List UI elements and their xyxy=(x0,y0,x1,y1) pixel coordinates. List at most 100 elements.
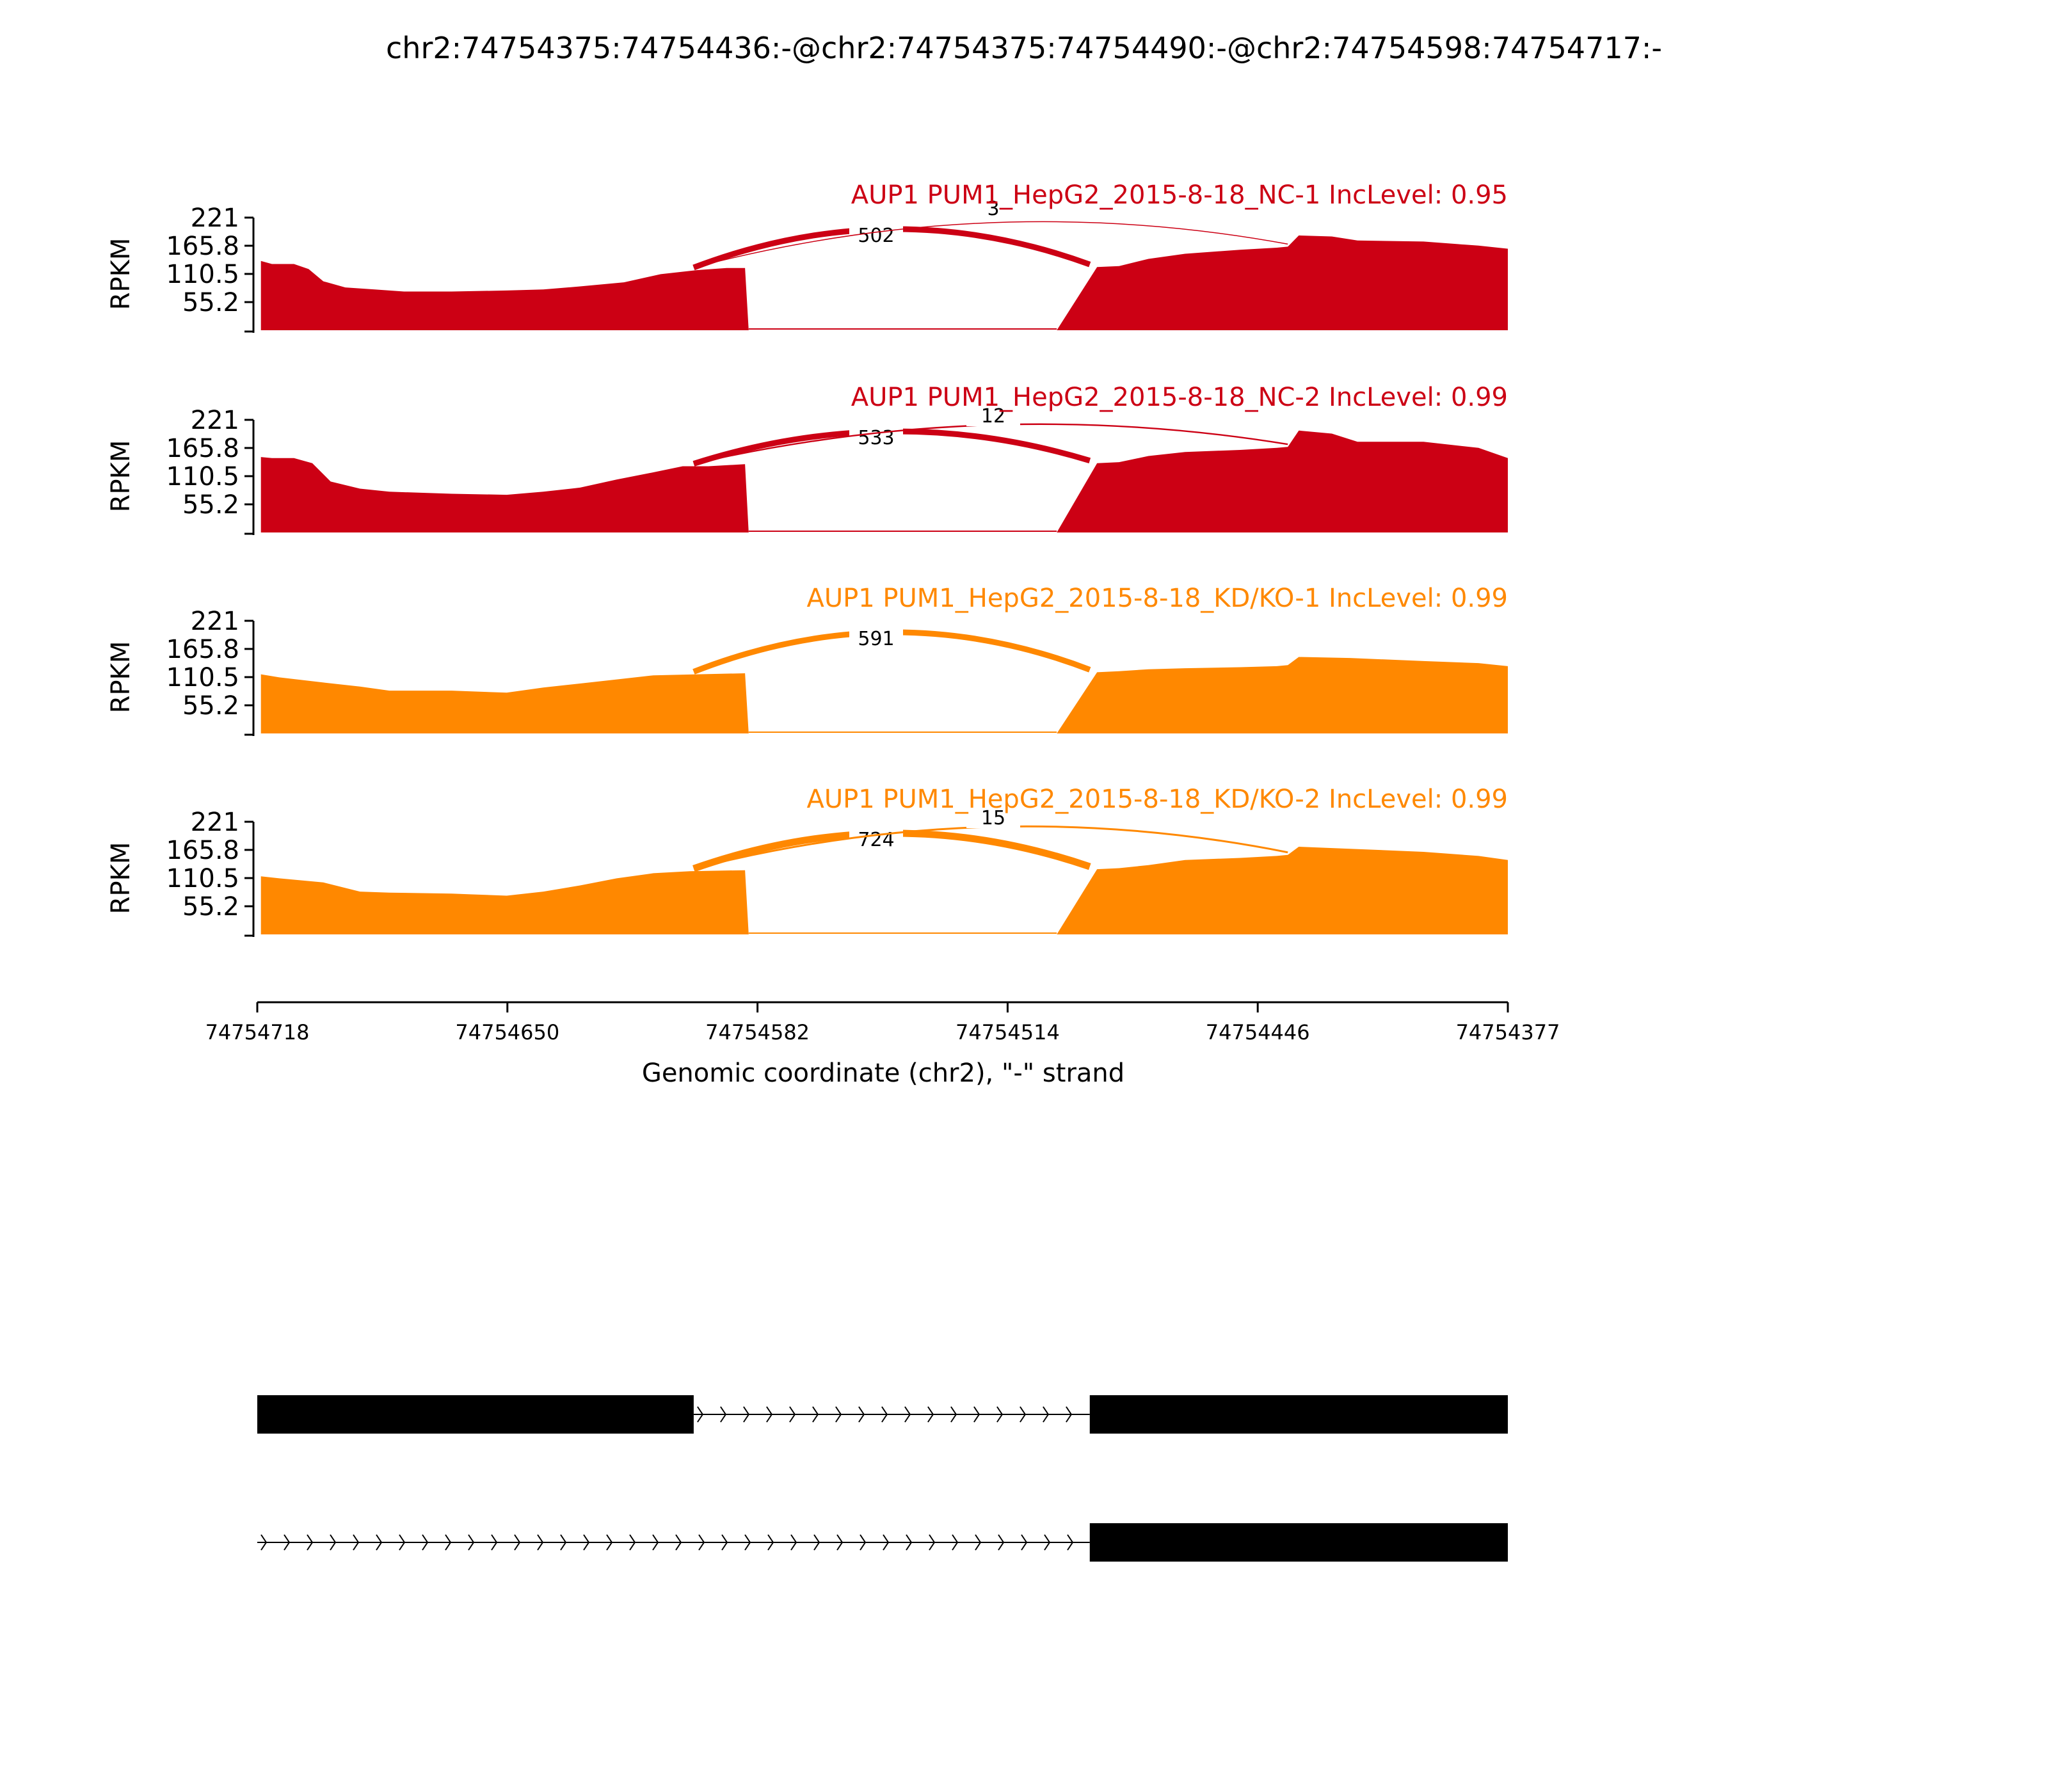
strand-arrow-icon xyxy=(813,1534,820,1551)
strand-arrow-icon xyxy=(698,1534,705,1551)
junction-label: 533 xyxy=(858,427,894,449)
y-tick-label: 221 xyxy=(191,607,239,636)
x-axis-label: Genomic coordinate (chr2), "-" strand xyxy=(642,1059,1124,1088)
junction-label-bg xyxy=(966,805,1020,828)
strand-arrow-icon xyxy=(1067,1534,1074,1551)
strand-arrow-icon xyxy=(790,1534,797,1551)
strand-arrow-icon xyxy=(996,1406,1004,1423)
strand-arrow-icon xyxy=(583,1534,590,1551)
panel-title: AUP1 PUM1_HepG2_2015-8-18_NC-1 IncLevel:… xyxy=(851,180,1508,210)
junction-label-bg xyxy=(849,425,903,448)
junction-arc xyxy=(693,221,1288,268)
y-tick-label: 55.2 xyxy=(182,490,239,520)
panel-title: AUP1 PUM1_HepG2_2015-8-18_KD/KO-1 IncLev… xyxy=(806,584,1508,613)
strand-arrow-icon xyxy=(883,1534,890,1551)
strand-arrow-icon xyxy=(307,1534,314,1551)
coverage-area xyxy=(260,657,1508,733)
strand-arrow-icon xyxy=(468,1534,475,1551)
junction-label-bg xyxy=(849,626,903,649)
y-tick-label: 165.8 xyxy=(166,836,239,865)
strand-arrow-icon xyxy=(721,1534,728,1551)
junction-label-bg xyxy=(966,196,1020,219)
coverage-area xyxy=(260,430,1508,532)
exon-block xyxy=(257,1395,694,1434)
strand-arrow-icon xyxy=(835,1406,842,1423)
strand-arrow-icon xyxy=(1043,1406,1050,1423)
strand-arrow-icon xyxy=(399,1534,406,1551)
y-tick-label: 110.5 xyxy=(166,260,239,289)
strand-arrow-icon xyxy=(1044,1534,1051,1551)
x-tick-label: 74754582 xyxy=(705,1020,810,1044)
strand-arrow-icon xyxy=(422,1534,429,1551)
junction-label: 3 xyxy=(987,198,999,220)
panel-3: 591 AUP1 PUM1_HepG2_2015-8-18_KD/KO-1 Inc… xyxy=(106,584,1508,736)
y-tick-label: 221 xyxy=(191,808,239,837)
strand-arrow-icon xyxy=(860,1534,867,1551)
strand-arrow-icon xyxy=(537,1534,544,1551)
strand-arrow-icon xyxy=(560,1534,567,1551)
strand-arrow-icon xyxy=(675,1534,682,1551)
strand-arrow-icon xyxy=(353,1534,360,1551)
x-tick-label: 74754650 xyxy=(455,1020,559,1044)
strand-arrow-icon xyxy=(812,1406,819,1423)
junction-label-bg xyxy=(966,403,1020,426)
strand-arrow-icon xyxy=(743,1406,750,1423)
strand-arrow-icon xyxy=(950,1406,957,1423)
coverage-area xyxy=(260,235,1508,330)
strand-arrow-icon xyxy=(445,1534,452,1551)
junction-label: 724 xyxy=(858,829,894,851)
strand-arrow-icon xyxy=(929,1534,936,1551)
strand-arrow-icon xyxy=(952,1534,959,1551)
strand-arrow-icon xyxy=(766,1406,773,1423)
strand-arrow-icon xyxy=(927,1406,934,1423)
y-tick-label: 55.2 xyxy=(182,691,239,721)
strand-arrow-icon xyxy=(1021,1534,1028,1551)
strand-arrow-icon xyxy=(652,1534,659,1551)
y-tick-label: 221 xyxy=(191,204,239,233)
strand-arrow-icon xyxy=(998,1534,1005,1551)
x-tick-label: 74754446 xyxy=(1206,1020,1310,1044)
y-axis-label: RPKM xyxy=(106,238,136,310)
strand-arrow-icon xyxy=(376,1534,383,1551)
strand-arrow-icon xyxy=(629,1534,636,1551)
y-tick-label: 221 xyxy=(191,406,239,435)
exon-block xyxy=(1089,1523,1508,1562)
strand-arrow-icon xyxy=(975,1534,982,1551)
y-tick-label: 55.2 xyxy=(182,288,239,317)
figure-title: chr2:74754375:74754436:-@chr2:74754375:7… xyxy=(386,31,1662,65)
strand-arrow-icon xyxy=(697,1406,704,1423)
y-axis-label: RPKM xyxy=(106,641,136,714)
strand-arrow-icon xyxy=(491,1534,498,1551)
y-axis-label: RPKM xyxy=(106,842,136,915)
y-tick-label: 165.8 xyxy=(166,434,239,463)
y-axis-label: RPKM xyxy=(106,440,136,513)
strand-arrow-icon xyxy=(881,1406,888,1423)
x-tick-label: 74754377 xyxy=(1456,1020,1560,1044)
gene-model-1 xyxy=(257,1395,1508,1434)
strand-arrow-icon xyxy=(904,1406,911,1423)
panel-title: AUP1 PUM1_HepG2_2015-8-18_NC-2 IncLevel:… xyxy=(851,383,1508,412)
strand-arrow-icon xyxy=(1066,1406,1073,1423)
panel-title: AUP1 PUM1_HepG2_2015-8-18_KD/KO-2 IncLev… xyxy=(806,785,1508,814)
junction-label: 12 xyxy=(981,405,1005,428)
junction-label: 15 xyxy=(981,807,1005,829)
strand-arrow-icon xyxy=(973,1406,980,1423)
strand-arrow-icon xyxy=(606,1534,613,1551)
junction-label: 502 xyxy=(858,225,894,247)
y-tick-label: 165.8 xyxy=(166,232,239,261)
strand-arrow-icon xyxy=(858,1406,865,1423)
gene-model-2 xyxy=(257,1523,1508,1562)
junction-label: 591 xyxy=(858,628,894,650)
strand-arrow-icon xyxy=(906,1534,913,1551)
y-tick-label: 110.5 xyxy=(166,864,239,893)
strand-arrow-icon xyxy=(720,1406,727,1423)
coverage-area xyxy=(260,847,1508,934)
strand-arrow-icon xyxy=(744,1534,751,1551)
strand-arrow-icon xyxy=(284,1534,291,1551)
strand-arrow-icon xyxy=(330,1534,337,1551)
y-tick-label: 110.5 xyxy=(166,462,239,492)
strand-arrow-icon xyxy=(789,1406,796,1423)
strand-arrow-icon xyxy=(514,1534,521,1551)
